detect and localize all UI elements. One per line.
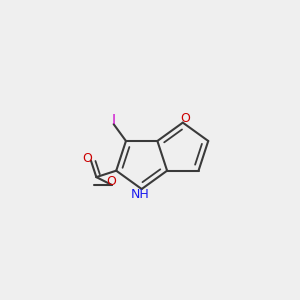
Text: O: O [106,175,116,188]
Text: O: O [180,112,190,125]
Text: O: O [82,152,92,165]
Text: I: I [111,113,115,127]
Text: NH: NH [131,188,150,201]
